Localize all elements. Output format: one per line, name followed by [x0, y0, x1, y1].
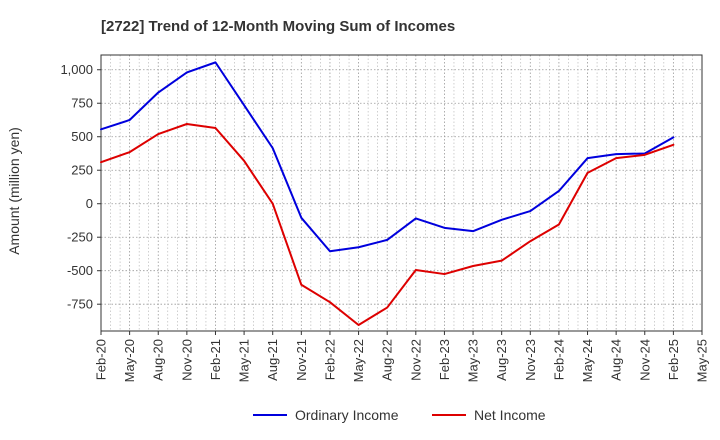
x-tick-label: Feb-21 [208, 339, 223, 380]
x-tick-label: Nov-24 [637, 339, 652, 381]
y-axis-label: Amount (million yen) [6, 127, 22, 255]
x-tick-label: Aug-20 [151, 339, 166, 381]
x-tick-label: Aug-23 [494, 339, 509, 381]
x-tick-label: Feb-23 [437, 339, 452, 380]
chart-title: [2722] Trend of 12-Month Moving Sum of I… [101, 18, 455, 35]
x-tick-label: May-25 [695, 339, 710, 382]
series-line-net-income [100, 123, 675, 326]
plot-frame [100, 54, 703, 332]
x-tick-label: May-21 [237, 339, 252, 382]
x-tick-label: Feb-22 [322, 339, 337, 380]
legend-label-ordinary-income: Ordinary Income [295, 407, 399, 423]
y-tick-label: 500 [71, 129, 93, 144]
x-tick-label: Nov-20 [179, 339, 194, 381]
y-axis-ticks: 1,000 750 500 250 0 -250 -500 -750 [60, 62, 101, 312]
x-tick-label: Feb-25 [666, 339, 681, 380]
legend: Ordinary Income Net Income [253, 407, 546, 423]
x-tick-label: Feb-20 [94, 339, 109, 380]
x-tick-label: Nov-22 [408, 339, 423, 381]
x-tick-label: May-24 [580, 339, 595, 382]
x-axis-ticks: Feb-20 May-20 Aug-20 Nov-20 Feb-21 May-21 Aug-… [94, 331, 710, 382]
x-tick-label: Nov-21 [294, 339, 309, 381]
y-tick-label: 750 [71, 96, 93, 111]
x-tick-label: Aug-21 [265, 339, 280, 381]
y-tick-label: -250 [67, 230, 93, 245]
series-line-ordinary-income [100, 61, 675, 253]
y-tick-label: -750 [67, 297, 93, 312]
x-tick-label: May-23 [466, 339, 481, 382]
x-tick-label: Feb-24 [551, 339, 566, 380]
y-tick-label: 1,000 [60, 62, 93, 77]
plot-border [100, 54, 703, 332]
y-tick-label: 250 [71, 163, 93, 178]
y-tick-label: 0 [86, 196, 93, 211]
legend-label-net-income: Net Income [474, 407, 546, 423]
x-tick-label: May-22 [351, 339, 366, 382]
y-tick-label: -500 [67, 263, 93, 278]
x-tick-label: Nov-23 [523, 339, 538, 381]
x-tick-label: Aug-22 [380, 339, 395, 381]
x-tick-label: May-20 [122, 339, 137, 382]
x-tick-label: Aug-24 [609, 339, 624, 381]
series-layer [100, 61, 675, 326]
